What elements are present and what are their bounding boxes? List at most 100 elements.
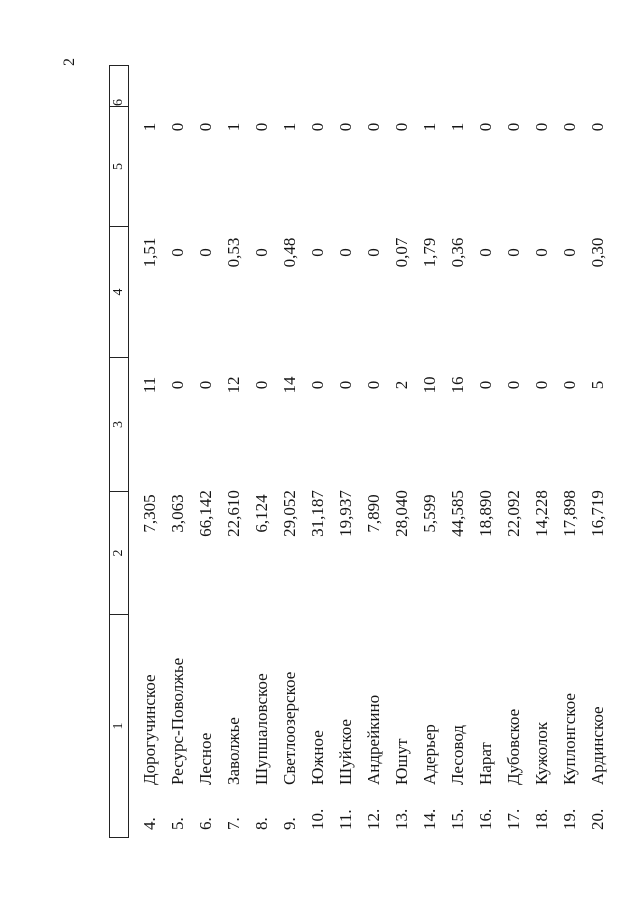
- row-col6-value: 0: [364, 122, 383, 132]
- table-row: 13. Юшут 28,040 2 0,07 0: [388, 65, 416, 838]
- row-col3-value: 22,610: [224, 490, 243, 537]
- column-header: 2: [110, 491, 128, 614]
- table-row: 19. Куплонгское 17,898 0 0 0: [556, 65, 584, 838]
- table-row: 4. Дорогучинское 7,305 11 1,51 1: [136, 65, 164, 838]
- row-col3-value: 7,305: [140, 494, 159, 533]
- table-row: 6. Лесное 66,142 0 0 0: [192, 65, 220, 838]
- row-col5-value: 0,30: [588, 237, 607, 268]
- row-col5-value: 0: [168, 248, 187, 257]
- row-col4-value: 12: [224, 376, 243, 394]
- row-col4-value: 0: [532, 380, 551, 390]
- row-col4-value: 0: [308, 380, 327, 390]
- row-col4-value: 0: [364, 380, 383, 390]
- row-col4-value: 0: [168, 380, 187, 390]
- table-row: 17. Дубовское 22,092 0 0 0: [500, 65, 528, 838]
- row-col3-value: 22,092: [504, 490, 523, 537]
- row-col5-value: 0: [504, 248, 523, 257]
- row-col5-value: 0,53: [224, 237, 243, 268]
- table-row: 20. Ардинское 16,719 5 0,30 0: [584, 65, 612, 838]
- row-index: 6.: [196, 817, 215, 830]
- row-name: Лесовод: [448, 725, 467, 785]
- row-index: 19.: [560, 808, 579, 830]
- table-row: 8. Шупшаловское 6,124 0 0 0: [248, 65, 276, 838]
- row-index: 8.: [252, 817, 271, 830]
- table-row: 9. Светлоозерское 29,052 14 0,48 1: [276, 65, 304, 838]
- row-name: Шупшаловское: [252, 673, 271, 785]
- row-index: 12.: [364, 808, 383, 830]
- row-col6-value: 0: [504, 122, 523, 132]
- row-col4-value: 0: [476, 380, 495, 390]
- row-name: Шуйское: [336, 719, 355, 785]
- row-col5-value: 0: [196, 248, 215, 257]
- row-name: Заволжье: [224, 717, 243, 785]
- row-name: Дорогучинское: [140, 674, 159, 785]
- column-header: 5: [110, 106, 128, 226]
- row-col6-value: 0: [532, 122, 551, 132]
- row-col3-value: 3,063: [168, 494, 187, 533]
- table-row: 7. Заволжье 22,610 12 0,53 1: [220, 65, 248, 838]
- row-name: Светлоозерское: [280, 671, 299, 785]
- row-col5-value: 0: [364, 248, 383, 257]
- row-name: Нарат: [476, 742, 495, 785]
- row-index: 20.: [588, 808, 607, 830]
- row-col4-value: 5: [588, 380, 607, 390]
- row-col4-value: 14: [280, 376, 299, 394]
- table-row: 14. Адерьер 5,599 10 1,79 1: [416, 65, 444, 838]
- table-row: 11. Шуйское 19,937 0 0 0: [332, 65, 360, 838]
- row-col3-value: 17,898: [560, 490, 579, 537]
- row-index: 14.: [420, 808, 439, 830]
- column-header: 6: [111, 99, 126, 106]
- row-col3-value: 14,228: [532, 490, 551, 537]
- table-header-row: 1 2 3 4 5 6: [109, 65, 129, 838]
- row-col5-value: 0,36: [448, 237, 467, 268]
- row-col5-value: 0: [532, 248, 551, 257]
- table-row: 18. Кужолок 14,228 0 0 0: [528, 65, 556, 838]
- row-col5-value: 0: [560, 248, 579, 257]
- row-col5-value: 0: [252, 248, 271, 257]
- table-row: 10. Южное 31,187 0 0 0: [304, 65, 332, 838]
- row-col6-value: 0: [308, 122, 327, 132]
- row-col5-value: 0: [476, 248, 495, 257]
- row-name: Адерьер: [420, 724, 439, 785]
- row-col6-value: 1: [448, 122, 467, 132]
- row-col3-value: 18,890: [476, 490, 495, 537]
- row-col3-value: 31,187: [308, 490, 327, 537]
- row-col6-value: 0: [196, 122, 215, 132]
- data-table: 1 2 3 4 5 6 4. Дорогучинское 7,305 11 1,…: [109, 65, 612, 838]
- row-col5-value: 0: [336, 248, 355, 257]
- row-name: Дубовское: [504, 708, 523, 785]
- row-col5-value: 1,79: [420, 237, 439, 268]
- column-header: 1: [110, 614, 128, 837]
- row-col6-value: 0: [392, 122, 411, 132]
- row-col4-value: 0: [196, 380, 215, 390]
- row-col6-value: 0: [252, 122, 271, 132]
- row-name: Юшут: [392, 738, 411, 786]
- table-body: 4. Дорогучинское 7,305 11 1,51 1 5. Ресу…: [136, 65, 612, 838]
- row-col3-value: 7,890: [364, 494, 383, 533]
- table-row: 5. Ресурс-Поволжье 3,063 0 0 0: [164, 65, 192, 838]
- row-col3-value: 16,719: [588, 490, 607, 537]
- row-index: 10.: [308, 808, 327, 830]
- row-col4-value: 2: [392, 380, 411, 390]
- row-name: Лесное: [196, 732, 215, 785]
- row-index: 18.: [532, 808, 551, 830]
- row-col6-value: 1: [140, 122, 159, 132]
- row-name: Южное: [308, 730, 327, 785]
- row-col6-value: 0: [588, 122, 607, 132]
- row-col6-value: 0: [168, 122, 187, 132]
- row-col6-value: 0: [336, 122, 355, 132]
- row-col3-value: 44,585: [448, 490, 467, 537]
- row-col4-value: 0: [560, 380, 579, 390]
- row-col6-value: 0: [476, 122, 495, 132]
- row-col4-value: 0: [252, 380, 271, 390]
- row-col3-value: 29,052: [280, 490, 299, 537]
- row-col3-value: 28,040: [392, 490, 411, 537]
- row-col5-value: 0: [308, 248, 327, 257]
- row-col6-value: 1: [224, 122, 243, 132]
- table-row: 16. Нарат 18,890 0 0 0: [472, 65, 500, 838]
- row-index: 13.: [392, 808, 411, 830]
- row-col6-value: 1: [420, 122, 439, 132]
- row-index: 17.: [504, 808, 523, 830]
- row-col3-value: 5,599: [420, 494, 439, 533]
- row-index: 5.: [168, 817, 187, 830]
